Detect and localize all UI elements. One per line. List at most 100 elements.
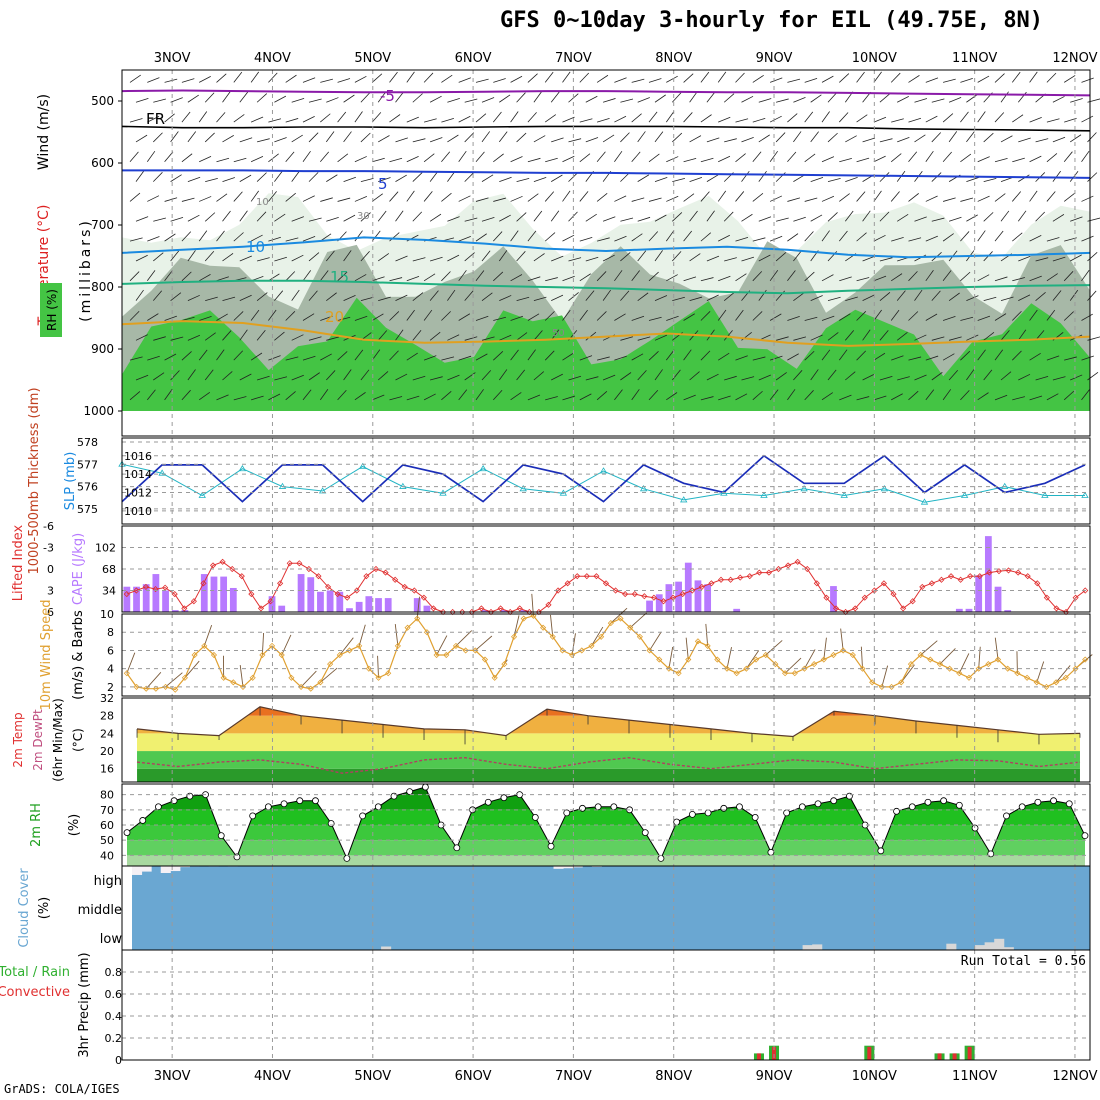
wind-barb — [441, 151, 451, 163]
wind-barb — [199, 156, 212, 163]
wind-barb — [233, 114, 245, 123]
wind-barb — [181, 197, 195, 202]
wind-barb — [337, 271, 348, 282]
wind-barb-10m — [377, 655, 379, 678]
wind-barb — [914, 334, 927, 341]
cloud-high-gap — [553, 866, 564, 869]
wind-barb — [395, 373, 408, 381]
wind-barb — [1018, 255, 1031, 262]
wind-barb — [129, 74, 141, 83]
wind-barb — [700, 277, 714, 282]
wind-barb — [372, 394, 385, 401]
wind-barb — [1052, 256, 1066, 262]
wind-barb — [931, 132, 942, 143]
wind-barb — [637, 370, 647, 381]
wind-barb — [821, 195, 835, 202]
cape-bar — [975, 575, 983, 612]
wind-barb — [908, 311, 919, 321]
wind-barb — [579, 72, 590, 83]
wind-barb — [198, 349, 208, 361]
wind-barb — [752, 151, 762, 163]
wind-barb-10m — [958, 653, 970, 674]
slp-tick-label: 1014 — [124, 468, 152, 481]
wind-barb — [544, 114, 557, 123]
wind-barb — [1046, 191, 1056, 202]
slp-line — [121, 454, 1086, 503]
bottom-date-label: 10NOV — [852, 1069, 897, 1084]
panel-backgrounds — [122, 193, 1090, 950]
rh-marker — [767, 848, 775, 856]
wind-barb — [464, 290, 474, 301]
lifted-index-marker — [708, 580, 715, 587]
wind-barb — [250, 156, 264, 163]
cape-bar — [317, 591, 324, 612]
wind-barb — [135, 97, 149, 103]
wind-barb — [164, 78, 178, 83]
wind-barb — [274, 137, 287, 143]
wind-barb — [1081, 115, 1094, 123]
wind-barb — [545, 157, 558, 163]
wind-barb — [787, 78, 801, 83]
lifted-index-marker — [344, 594, 351, 601]
lifted-index-marker — [401, 583, 408, 590]
wind-barb — [977, 392, 989, 401]
wind-barb — [706, 294, 719, 302]
wind-barb — [343, 369, 352, 381]
wind-barb — [614, 313, 626, 321]
wind-barb — [464, 336, 478, 341]
wind-barb — [308, 172, 319, 182]
wind-barb — [233, 191, 243, 202]
wind-barb — [1012, 350, 1022, 361]
wind-barb — [337, 153, 349, 163]
wind-barb — [873, 116, 887, 123]
rh-marker — [783, 809, 791, 817]
lifted-index-marker — [574, 573, 581, 580]
wind-speed-marker — [607, 620, 614, 627]
wind-barb — [775, 132, 786, 143]
wind-barb — [389, 232, 400, 242]
wind-barb — [931, 217, 945, 222]
wind-barb — [1046, 393, 1059, 401]
wind-barb — [839, 112, 849, 123]
wind-barb — [856, 277, 870, 282]
lifted-index-marker — [286, 560, 293, 567]
wind-barb — [302, 195, 315, 202]
rh-marker — [1003, 812, 1010, 820]
panel-frame-wind10m — [121, 613, 1091, 697]
wind-barb — [821, 274, 834, 282]
wind-barb — [931, 290, 941, 301]
cape-bar — [336, 591, 344, 612]
cape-bar — [675, 581, 682, 612]
thickness-marker — [800, 485, 808, 492]
wind-barb — [516, 177, 530, 182]
wind-barb — [129, 237, 143, 242]
wind-barb — [250, 395, 264, 401]
wind-barb — [475, 233, 487, 242]
wind-barb — [153, 132, 163, 143]
bottom-date-label: 11NOV — [952, 1069, 997, 1084]
wind-barb — [994, 112, 1005, 123]
wind-barb — [648, 316, 662, 321]
wind-barb — [268, 236, 281, 242]
wind-barb — [423, 393, 436, 401]
wind-barb — [1070, 374, 1083, 381]
wind-barb — [942, 151, 952, 163]
wind-barb — [1064, 356, 1077, 361]
cape-tick-label: 68 — [102, 563, 116, 576]
wind-barb — [464, 98, 478, 103]
wind-barb — [481, 174, 494, 182]
wind-barb — [983, 132, 994, 143]
cape-bar — [684, 562, 692, 612]
wind-barb — [717, 352, 730, 361]
slp-tick-label: 1010 — [124, 505, 152, 518]
wind-barb — [925, 150, 934, 162]
wind-barb — [170, 174, 182, 182]
wind-barb — [129, 310, 140, 321]
wind-barb — [337, 316, 351, 321]
precip-conv-bar — [937, 1053, 942, 1060]
wind-barb — [879, 375, 893, 381]
wind-barb — [222, 371, 233, 381]
wind-speed-marker — [704, 642, 711, 649]
wind-barb — [648, 153, 660, 163]
wind-barb — [481, 250, 491, 262]
